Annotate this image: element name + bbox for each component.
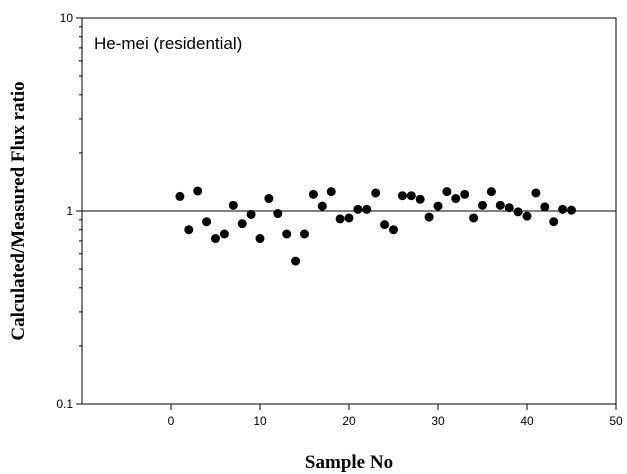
data-point xyxy=(344,213,354,223)
data-point xyxy=(513,207,523,217)
data-point xyxy=(522,211,532,221)
data-point xyxy=(495,200,505,210)
data-point xyxy=(567,205,576,215)
data-point xyxy=(451,194,461,204)
data-point xyxy=(478,200,487,210)
data-point xyxy=(433,201,443,211)
data-point xyxy=(460,189,470,199)
x-axis-title: Sample No xyxy=(305,452,393,473)
data-point xyxy=(389,225,398,235)
data-point xyxy=(442,187,452,197)
data-point xyxy=(486,187,496,197)
data-point xyxy=(406,191,416,201)
data-point xyxy=(469,213,479,223)
data-point xyxy=(273,209,283,219)
data-point xyxy=(246,209,256,219)
data-point xyxy=(415,194,425,204)
data-point xyxy=(193,186,203,196)
data-point xyxy=(175,191,185,201)
data-point xyxy=(219,229,229,239)
x-tick-label: 0 xyxy=(168,414,175,428)
x-tick-label: 30 xyxy=(431,414,445,428)
data-point xyxy=(424,212,434,222)
data-points xyxy=(175,186,576,266)
x-tick-label: 20 xyxy=(342,414,356,428)
data-point xyxy=(282,229,292,239)
data-point xyxy=(504,203,514,213)
x-axis: 0 10 20 30 40 50 xyxy=(168,404,623,428)
data-point xyxy=(531,188,541,198)
y-tick-label: 10 xyxy=(60,11,74,25)
data-point xyxy=(317,201,327,211)
data-point xyxy=(397,191,407,201)
data-point xyxy=(211,234,220,244)
data-point xyxy=(202,217,212,227)
data-point xyxy=(549,217,559,227)
data-point xyxy=(326,187,336,197)
y-tick-label: 0.1 xyxy=(56,397,73,411)
data-point xyxy=(353,204,363,214)
data-point xyxy=(308,189,318,199)
data-point xyxy=(255,234,265,244)
data-point xyxy=(228,200,238,210)
x-tick-label: 50 xyxy=(609,414,623,428)
y-axis: 0.1 1 10 xyxy=(56,11,82,411)
data-point xyxy=(237,219,247,229)
chart-annotation: He-mei (residential) xyxy=(94,34,242,53)
data-point xyxy=(558,204,568,214)
y-axis-title: Calculated/Measured Flux ratio xyxy=(8,81,29,340)
data-point xyxy=(380,220,390,230)
data-point xyxy=(300,229,309,239)
data-point xyxy=(264,194,274,204)
data-point xyxy=(291,256,301,266)
data-point xyxy=(184,225,194,235)
y-tick-label: 1 xyxy=(66,204,73,218)
data-point xyxy=(362,204,372,214)
x-tick-label: 10 xyxy=(253,414,267,428)
data-point xyxy=(371,188,381,198)
data-point xyxy=(540,202,550,212)
x-tick-label: 40 xyxy=(520,414,534,428)
data-point xyxy=(335,214,345,224)
